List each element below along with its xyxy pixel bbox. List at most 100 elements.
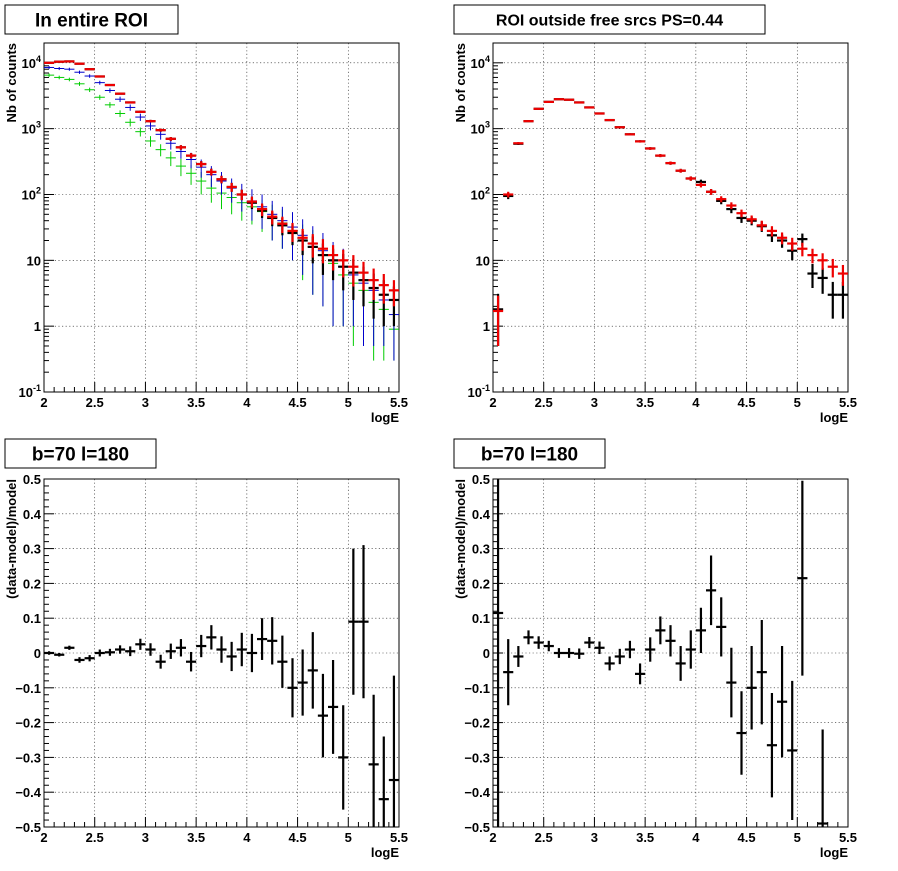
data-point [125, 101, 136, 104]
chart-panel-2: 2 2.5 3 3.5 4 4.5 5 5.5 10-1 1 10 102 103 104 logE Nb o… [453, 4, 857, 425]
chart-panel-4: 2 2.5 3 3.5 4 4.5 5 5.5 −0.5 −0.4 −0.3 −0.2 −0.1 0 0.1… [453, 438, 857, 860]
chart-panel-3: 2 2.5 3 3.5 4 4.5 5 5.5 −0.5 −0.4 −0.3 −0.2 −0.1 0 0.1… [4, 438, 408, 860]
data-point [624, 133, 635, 136]
y-tick-label: 1 [483, 319, 490, 334]
data-point [523, 630, 534, 645]
x-tick-label: 2.5 [86, 830, 104, 845]
data-point [614, 648, 625, 665]
y-tick-label: 0.1 [472, 611, 490, 626]
data-point [624, 640, 635, 659]
data-point [675, 168, 686, 173]
y-tick-label: −0.5 [15, 820, 41, 835]
y-tick-label: −0.4 [464, 785, 490, 800]
x-tick-label: 5 [794, 395, 801, 410]
data-point [655, 616, 666, 645]
data-point [175, 145, 186, 150]
data-point [574, 648, 585, 659]
chart-title-box [453, 438, 606, 469]
data-point [388, 675, 399, 827]
data-point [44, 65, 55, 70]
data-point [115, 110, 126, 118]
data-point [756, 619, 767, 725]
data-point [766, 693, 777, 798]
data-point [655, 154, 666, 158]
data-point [756, 220, 767, 231]
data-point [594, 112, 605, 115]
data-point [388, 280, 399, 307]
x-tick-label: 2.5 [535, 395, 553, 410]
y-tick-label: 102 [22, 185, 41, 202]
y-tick-label: 0.3 [23, 542, 41, 557]
data-point [64, 77, 75, 82]
data-point [716, 597, 727, 657]
data-point [766, 226, 777, 237]
x-axis-label: logE [371, 410, 399, 425]
data-point [594, 641, 605, 655]
data-point [196, 161, 207, 168]
data-point [368, 268, 379, 300]
x-tick-label: 4.5 [289, 395, 307, 410]
x-tick-label: 4 [692, 395, 700, 410]
data-point [564, 648, 575, 658]
chart-title-box [453, 4, 766, 35]
data-point [807, 248, 818, 264]
y-tick-label: −0.4 [15, 785, 41, 800]
data-point [635, 663, 646, 685]
chart-title: ROI outside free srcs PS=0.44 [496, 12, 723, 29]
data-point [584, 106, 595, 109]
y-tick-label: 0.2 [472, 576, 490, 591]
data-point [513, 142, 524, 145]
data-point [358, 261, 369, 291]
data-point [44, 61, 55, 64]
data-point [186, 153, 197, 159]
x-tick-label: 3.5 [187, 830, 205, 845]
data-point [543, 100, 554, 103]
x-tick-label: 3.5 [636, 830, 654, 845]
data-point [277, 216, 288, 234]
data-point [604, 118, 615, 122]
x-tick-label: 2.5 [86, 395, 104, 410]
data-point [564, 98, 575, 101]
data-point [817, 253, 828, 270]
y-tick-label: 0.4 [472, 507, 491, 522]
data-point [267, 210, 278, 225]
y-tick-label: 104 [471, 54, 490, 71]
y-tick-label: 0.2 [23, 576, 41, 591]
data-point [236, 632, 247, 667]
y-tick-label: 0 [483, 646, 490, 661]
data-point [317, 673, 328, 758]
y-tick-label: 0 [34, 646, 41, 661]
data-point [378, 273, 389, 304]
x-tick-label: 5.5 [839, 395, 857, 410]
y-tick-label: 103 [22, 120, 41, 137]
data-point [84, 74, 95, 78]
y-tick-label: 10 [476, 253, 490, 268]
plot-frame [492, 42, 849, 393]
data-series-4 [44, 60, 399, 307]
data-point [135, 110, 146, 113]
data-point [533, 636, 544, 649]
y-tick-label: 10 [27, 253, 41, 268]
x-axis-label: logE [820, 410, 848, 425]
y-tick-label: 0.1 [23, 611, 41, 626]
data-point [54, 653, 65, 657]
data-point [125, 104, 136, 111]
chart-title: b=70 l=180 [32, 444, 129, 465]
data-point [165, 151, 176, 167]
data-point [155, 654, 166, 669]
data-point [797, 242, 808, 257]
data-point [787, 680, 798, 821]
plot-frame [43, 42, 400, 393]
data-point [746, 646, 757, 730]
data-point [175, 158, 186, 177]
data-point [328, 659, 339, 754]
y-tick-label: 10-1 [468, 383, 490, 400]
data-point [368, 694, 379, 827]
data-point [84, 87, 95, 93]
data-point [685, 176, 696, 181]
y-tick-label: 103 [471, 120, 490, 137]
data-point [695, 607, 706, 653]
data-point [257, 203, 268, 217]
data-point [104, 88, 115, 93]
